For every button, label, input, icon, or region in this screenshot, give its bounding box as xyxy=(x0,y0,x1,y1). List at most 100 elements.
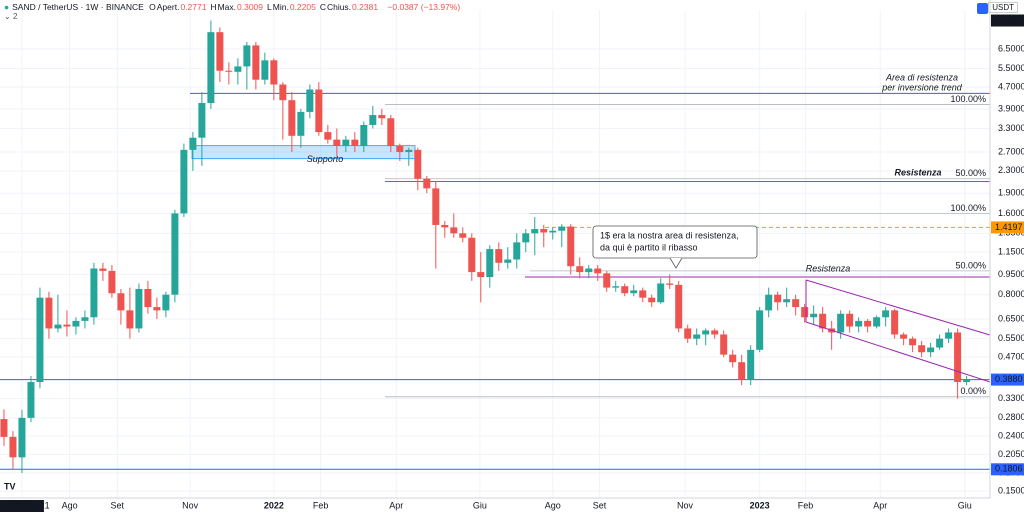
price-label-bg xyxy=(991,373,1024,386)
candle-body xyxy=(738,362,746,379)
candle-body xyxy=(864,320,872,327)
candle-body xyxy=(333,139,341,146)
change: −0.0387 (−13.97%) xyxy=(387,2,461,12)
candle-body xyxy=(162,294,170,311)
x-tick-label: Ago xyxy=(62,500,78,510)
channel-top xyxy=(805,279,991,336)
candle-body xyxy=(198,103,206,138)
settings-icon[interactable] xyxy=(977,3,988,14)
y-tick-label: 0.2400 xyxy=(998,430,1024,440)
candles xyxy=(0,20,971,473)
candle-body xyxy=(90,268,98,318)
candle-body xyxy=(243,45,251,67)
candle-body xyxy=(855,320,863,327)
y-tick-label: 2.3000 xyxy=(998,165,1024,175)
ohlc-name: Max. xyxy=(217,2,237,12)
candle-body xyxy=(954,332,962,383)
y-tick-label: 6.5000 xyxy=(998,43,1024,53)
candle-body xyxy=(216,32,224,71)
x-tick-label: Ago xyxy=(545,500,561,510)
candle-body xyxy=(837,313,845,333)
candle-body xyxy=(252,45,260,80)
currency[interactable]: USDT xyxy=(988,2,1018,13)
candle-body xyxy=(540,229,548,233)
y-tick-label: 0.2050 xyxy=(998,449,1024,459)
x-tick-label: Feb xyxy=(313,500,329,510)
candle-body xyxy=(522,233,530,243)
x-tick-label: Nov xyxy=(182,500,199,510)
candle-body xyxy=(378,115,386,119)
candle-body xyxy=(315,89,323,133)
fib-label: 0.00% xyxy=(960,386,986,396)
candle-body xyxy=(675,284,683,329)
candle-body xyxy=(108,270,116,294)
candle-body xyxy=(135,288,143,329)
price-label: 0.3880 xyxy=(995,374,1023,384)
candle-body xyxy=(756,310,764,350)
candle-body xyxy=(423,178,431,189)
candle-body xyxy=(342,139,350,146)
candle-body xyxy=(495,249,503,263)
fib-label: 50.00% xyxy=(955,168,986,178)
callout-pointer xyxy=(669,257,683,269)
candle-body xyxy=(909,338,917,346)
candle-body xyxy=(621,286,629,294)
y-tick-label: 0.5500 xyxy=(998,333,1024,343)
candle-body xyxy=(189,137,197,150)
y-tick-label: 1.9000 xyxy=(998,188,1024,198)
candle-body xyxy=(594,268,602,274)
indicators[interactable]: ⌄ 2 xyxy=(4,12,18,21)
axes: 6.5000 5.5000 4.7000 3.9000 3.3000 2.7000 2.30… xyxy=(0,14,1024,512)
x-tick-label: Nov xyxy=(677,500,694,510)
candle-body xyxy=(693,334,701,339)
candle-body xyxy=(819,313,827,329)
candle-body xyxy=(918,345,926,353)
fib-label: 100.00% xyxy=(950,94,986,104)
price-label-bg xyxy=(991,463,1024,476)
candle-body xyxy=(99,268,107,271)
candle-body xyxy=(432,188,440,225)
candle-body xyxy=(225,70,233,72)
ohlc-name: Min. xyxy=(272,2,289,12)
y-tick-label: 1.6000 xyxy=(998,208,1024,218)
candle-body xyxy=(414,149,422,179)
candle-body xyxy=(720,334,728,355)
ohlc-key: L xyxy=(267,2,272,12)
annotation: 1$ era la nostra area di resistenza, xyxy=(600,230,739,240)
support-zone xyxy=(191,145,416,160)
ohlc-value: 0.2205 xyxy=(289,2,316,12)
candle-body xyxy=(603,273,611,288)
candle-body xyxy=(504,259,512,263)
fib-label: 50.00% xyxy=(955,260,986,270)
candle-body xyxy=(882,310,890,318)
x-tick-label: Apr xyxy=(873,500,887,510)
candle-body xyxy=(891,310,899,335)
candle-body xyxy=(729,354,737,363)
candle-body xyxy=(774,294,782,303)
indicator-count: 2 xyxy=(12,12,18,21)
candle-body xyxy=(900,334,908,339)
ohlc-key: C xyxy=(319,2,326,12)
candle-body xyxy=(666,283,674,285)
candle-body xyxy=(585,268,593,273)
candle-body xyxy=(801,307,809,318)
candle-body xyxy=(0,419,8,437)
candle-body xyxy=(234,66,242,72)
price-label-bg xyxy=(991,221,1024,234)
ohlc-key: O xyxy=(149,2,156,12)
candle-body xyxy=(360,124,368,146)
grid xyxy=(0,10,990,498)
candle-body xyxy=(153,307,161,311)
candle-body xyxy=(288,100,296,136)
candle-body xyxy=(477,272,485,278)
candle-body xyxy=(405,149,413,153)
x-tick-label: Set xyxy=(111,500,125,510)
status-dot: ● xyxy=(4,2,10,12)
candle-body xyxy=(324,132,332,140)
candle-body xyxy=(54,324,62,329)
y-tick-label: 5.5000 xyxy=(998,63,1024,73)
annotation: Area di resistenza xyxy=(885,72,958,82)
